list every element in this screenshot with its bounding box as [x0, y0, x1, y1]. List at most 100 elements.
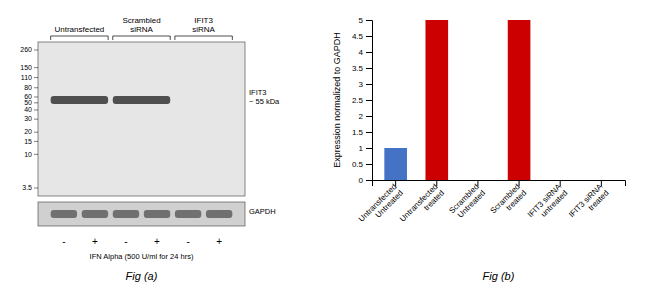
marker-label: 150: [20, 64, 32, 71]
tick-mark: [366, 20, 372, 21]
gapdh-band: [113, 210, 139, 218]
text-line: untreated: [539, 188, 569, 218]
tick-label: Scrambledtreated: [488, 182, 528, 222]
bar-panel: 0 0.5 1 1.5 2 2.5 3 3.5 4 4.5 5 UntransfectedUntrea…: [332, 16, 626, 282]
marker-tick: [34, 141, 38, 142]
group-label: ScrambledsiRNA: [122, 16, 160, 34]
text-line: treated: [422, 188, 446, 212]
tick: 5: [359, 16, 372, 25]
tick-label: IFIT3 siRNAtreated: [567, 182, 611, 226]
gapdh-box: [38, 202, 245, 226]
tick-mark: [366, 116, 372, 117]
marker-tick: [34, 188, 38, 189]
tick-mark: [366, 52, 372, 53]
tick: 1.5: [352, 128, 372, 137]
tick-mark: [366, 180, 372, 181]
tick: UntransfectedUntreated: [357, 180, 405, 230]
tick-mark: [366, 36, 372, 37]
text-line: ~ 55 kDa: [249, 97, 280, 106]
group-label: Untransfected: [54, 25, 104, 34]
text-line: GAPDH: [249, 207, 276, 216]
tick-mark: [366, 132, 372, 133]
marker-tick: [34, 50, 38, 51]
treatment-label: IFN Alpha (500 U/ml for 24 hrs): [90, 252, 194, 261]
tick: 0.5: [352, 160, 372, 169]
marker-label: 3.5: [22, 184, 32, 191]
marker-tick: [34, 77, 38, 78]
marker-tick: [34, 154, 38, 155]
group-bracket: [113, 36, 170, 40]
group-label: IFIT3siRNA: [192, 16, 215, 34]
bar: [425, 20, 448, 180]
band-label: GAPDH: [249, 207, 276, 216]
tick: 4.5: [352, 32, 372, 41]
tick-label: 5: [359, 16, 364, 25]
x-axis: UntransfectedUntreatedUntransfectedtreat…: [357, 180, 626, 230]
bar: [508, 20, 531, 180]
marker-label: 10: [24, 151, 32, 158]
tick: 4: [359, 48, 372, 57]
marker-tick: [34, 87, 38, 88]
lane-sign: -: [62, 236, 65, 247]
tick-label: UntransfectedUntreated: [357, 182, 405, 230]
tick-label: 3.5: [352, 64, 364, 73]
tick: Scrambledtreated: [488, 180, 528, 222]
y-axis-title: Expression normalized to GAPDH: [332, 32, 342, 168]
tick-label: 2: [359, 112, 364, 121]
gapdh-band: [206, 210, 232, 218]
text-line: IFIT3: [194, 16, 213, 25]
gapdh-band: [82, 210, 108, 218]
text-line: treated: [504, 188, 528, 212]
axis-line: [366, 21, 373, 181]
tick: ScrambledUntreated: [447, 180, 487, 222]
gel-box: [38, 42, 245, 196]
tick: 0: [359, 176, 372, 185]
marker-label: 110: [21, 74, 32, 81]
tick-label: 4.5: [352, 32, 364, 41]
bar: [549, 180, 572, 181]
text-line: Untransfected: [54, 25, 104, 34]
tick-mark: [560, 180, 561, 186]
group-bracket: [175, 36, 232, 40]
marker-label: 40: [24, 106, 32, 113]
text-line: siRNA: [192, 25, 215, 34]
tick-mark: [366, 100, 372, 101]
caption: Fig (b): [483, 270, 515, 282]
tick: 2: [359, 112, 372, 121]
tick: Untransfectedtreated: [398, 180, 446, 230]
ifit3-band: [51, 96, 108, 104]
tick-mark: [366, 68, 372, 69]
tick-mark: [519, 180, 520, 186]
marker-tick: [34, 102, 38, 103]
bar: [467, 180, 490, 181]
text-line: Untreated: [456, 188, 487, 219]
lane-sign: -: [124, 236, 127, 247]
tick-label: 4: [359, 48, 364, 57]
axis-line: [373, 181, 626, 187]
band-label: IFIT3~ 55 kDa: [249, 88, 280, 106]
tick: 2.5: [352, 96, 372, 105]
group-bracket: [51, 36, 108, 40]
tick-label: Untransfectedtreated: [398, 182, 446, 230]
tick-mark: [366, 164, 372, 165]
tick-label: 1: [359, 144, 364, 153]
marker-label: 80: [24, 84, 32, 91]
tick: IFIT3 siRNAtreated: [567, 180, 611, 226]
marker-tick: [34, 67, 38, 68]
tick-label: ScrambledUntreated: [447, 182, 487, 222]
bars: [384, 20, 530, 180]
gapdh-band: [175, 210, 201, 218]
tick-mark: [477, 180, 478, 186]
y-axis: 0 0.5 1 1.5 2 2.5 3 3.5 4 4.5 5: [352, 16, 373, 185]
figure: 26015011080605040302015103.5Untransfecte…: [0, 0, 650, 286]
tick: 3: [359, 80, 372, 89]
tick-label: 0.5: [352, 160, 364, 169]
tick: 1: [359, 144, 372, 153]
marker-label: 15: [24, 138, 32, 145]
marker-tick: [34, 96, 38, 97]
tick-label: 1.5: [352, 128, 364, 137]
marker-label: 50: [24, 99, 32, 106]
text-line: treated: [587, 188, 611, 212]
tick-mark: [366, 148, 372, 149]
lane-sign: +: [154, 236, 160, 247]
